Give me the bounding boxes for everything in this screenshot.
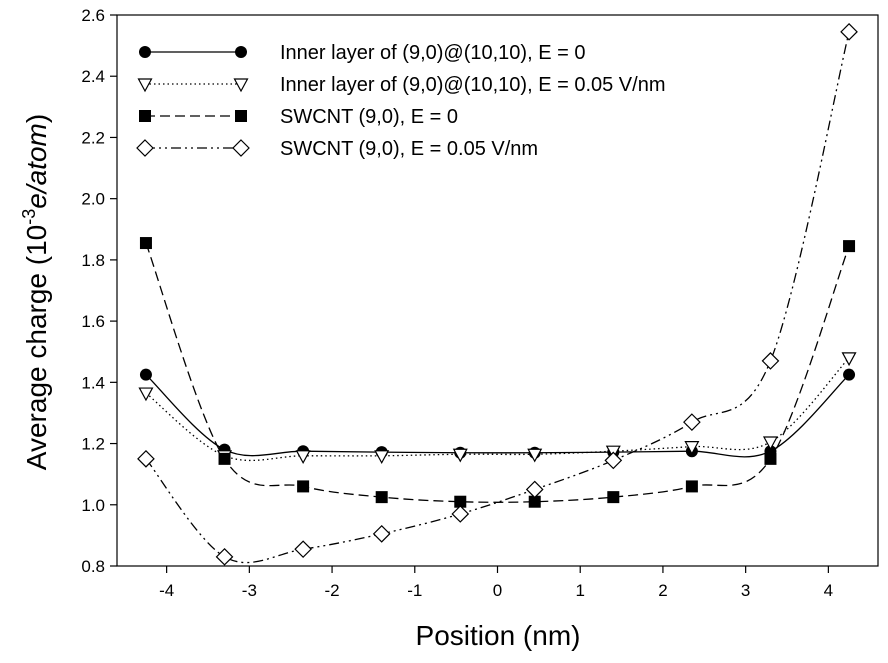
y-tick-label: 2.6	[81, 6, 105, 25]
y-tick-label: 1.6	[81, 312, 105, 331]
series-4-point	[604, 451, 623, 470]
x-tick-label: -3	[242, 581, 257, 600]
x-tick-label: 3	[741, 581, 750, 600]
series-3-point	[685, 480, 698, 493]
legend-item-4: SWCNT (9,0), E = 0.05 V/nm	[136, 138, 538, 160]
x-tick-label: 1	[575, 581, 584, 600]
series-3-point	[607, 491, 620, 504]
series-3-point	[218, 452, 231, 465]
series-3-point	[454, 495, 467, 508]
series-4-point	[294, 540, 312, 559]
legend-item-3: SWCNT (9,0), E = 0	[139, 106, 458, 128]
x-tick-label: -1	[407, 581, 422, 600]
legend-marker	[139, 46, 151, 58]
series-4-point	[683, 413, 701, 431]
series-4-point	[372, 525, 391, 543]
x-tick-label: -4	[159, 581, 174, 600]
series-3-point	[375, 491, 388, 504]
series-2-point	[295, 450, 311, 465]
legend-marker	[235, 110, 247, 122]
legend-marker	[137, 78, 153, 93]
ticks-layer: -4 -3 -2 -1 0 1 2 3 4 0.8 1.0 1.2 1.4 1.6 1.8 2.0 2.2 2.4…	[81, 6, 833, 600]
legend-marker	[233, 78, 249, 93]
series-4-point	[761, 352, 780, 370]
series-2-point	[684, 441, 700, 455]
series-4-line	[145, 31, 850, 564]
series-2-point	[527, 448, 543, 463]
series-1-point	[139, 368, 152, 381]
y-axis-title-close: )	[21, 114, 52, 123]
legend-label: Inner layer of (9,0)@(10,10), E = 0	[280, 42, 585, 64]
series-2-point	[138, 387, 154, 402]
series-3	[139, 237, 856, 508]
x-tick-label: 4	[824, 581, 833, 600]
y-tick-label: 1.2	[81, 435, 105, 454]
y-tick-label: 1.0	[81, 496, 105, 515]
series-4	[137, 22, 858, 566]
series-3-point	[297, 480, 310, 493]
svg-text:Average charge (10-3e/atom): Average charge (10-3e/atom)	[19, 114, 52, 470]
y-axis-title-exponent: -3	[19, 209, 39, 225]
series-3-point	[139, 237, 152, 250]
y-tick-label: 0.8	[81, 557, 105, 576]
y-axis-title-main: Average charge (10	[21, 225, 52, 470]
legend-marker	[139, 110, 151, 122]
legend-marker	[235, 46, 247, 58]
legend-label: SWCNT (9,0), E = 0	[280, 106, 458, 128]
series-1-point	[843, 368, 856, 381]
legend-label: Inner layer of (9,0)@(10,10), E = 0.05 V…	[280, 74, 666, 96]
legend-marker	[136, 139, 154, 157]
series-2	[138, 352, 857, 465]
y-tick-label: 1.4	[81, 373, 105, 392]
y-tick-label: 2.4	[81, 67, 105, 86]
y-axis-title: Average charge (10-3e/atom)	[19, 114, 52, 470]
series-2-point	[841, 352, 857, 367]
legend-marker	[232, 139, 250, 157]
series-4-point	[840, 22, 858, 41]
series-2-point	[374, 450, 390, 465]
legend-label: SWCNT (9,0), E = 0.05 V/nm	[280, 138, 538, 160]
plot-frame	[116, 14, 879, 567]
y-tick-label: 2.2	[81, 128, 105, 147]
series-1	[139, 368, 856, 459]
legend-item-1: Inner layer of (9,0)@(10,10), E = 0	[139, 42, 585, 64]
series-3-point	[843, 240, 856, 253]
series-1-line	[145, 374, 850, 458]
legend-item-2: Inner layer of (9,0)@(10,10), E = 0.05 V…	[137, 74, 666, 96]
y-tick-label: 2.0	[81, 190, 105, 209]
x-tick-label: 2	[658, 581, 667, 600]
series-3-point	[764, 452, 777, 465]
x-tick-label: 0	[493, 581, 502, 600]
series-3-line	[145, 242, 850, 503]
x-axis-title: Position (nm)	[416, 620, 581, 651]
legend: Inner layer of (9,0)@(10,10), E = 0 Inner…	[136, 42, 666, 160]
series-4-point	[137, 450, 155, 468]
series-2-line	[145, 357, 850, 462]
series-4-point	[451, 505, 470, 523]
series-4-point	[525, 480, 544, 499]
y-tick-label: 1.8	[81, 251, 105, 270]
series-2-point	[762, 436, 778, 451]
series-3-point	[528, 495, 541, 508]
series-2-point	[452, 448, 468, 463]
series-4-point	[215, 547, 234, 566]
series-layer	[137, 22, 858, 566]
x-tick-label: -2	[325, 581, 340, 600]
y-axis-title-unit: e/atom	[21, 123, 52, 209]
